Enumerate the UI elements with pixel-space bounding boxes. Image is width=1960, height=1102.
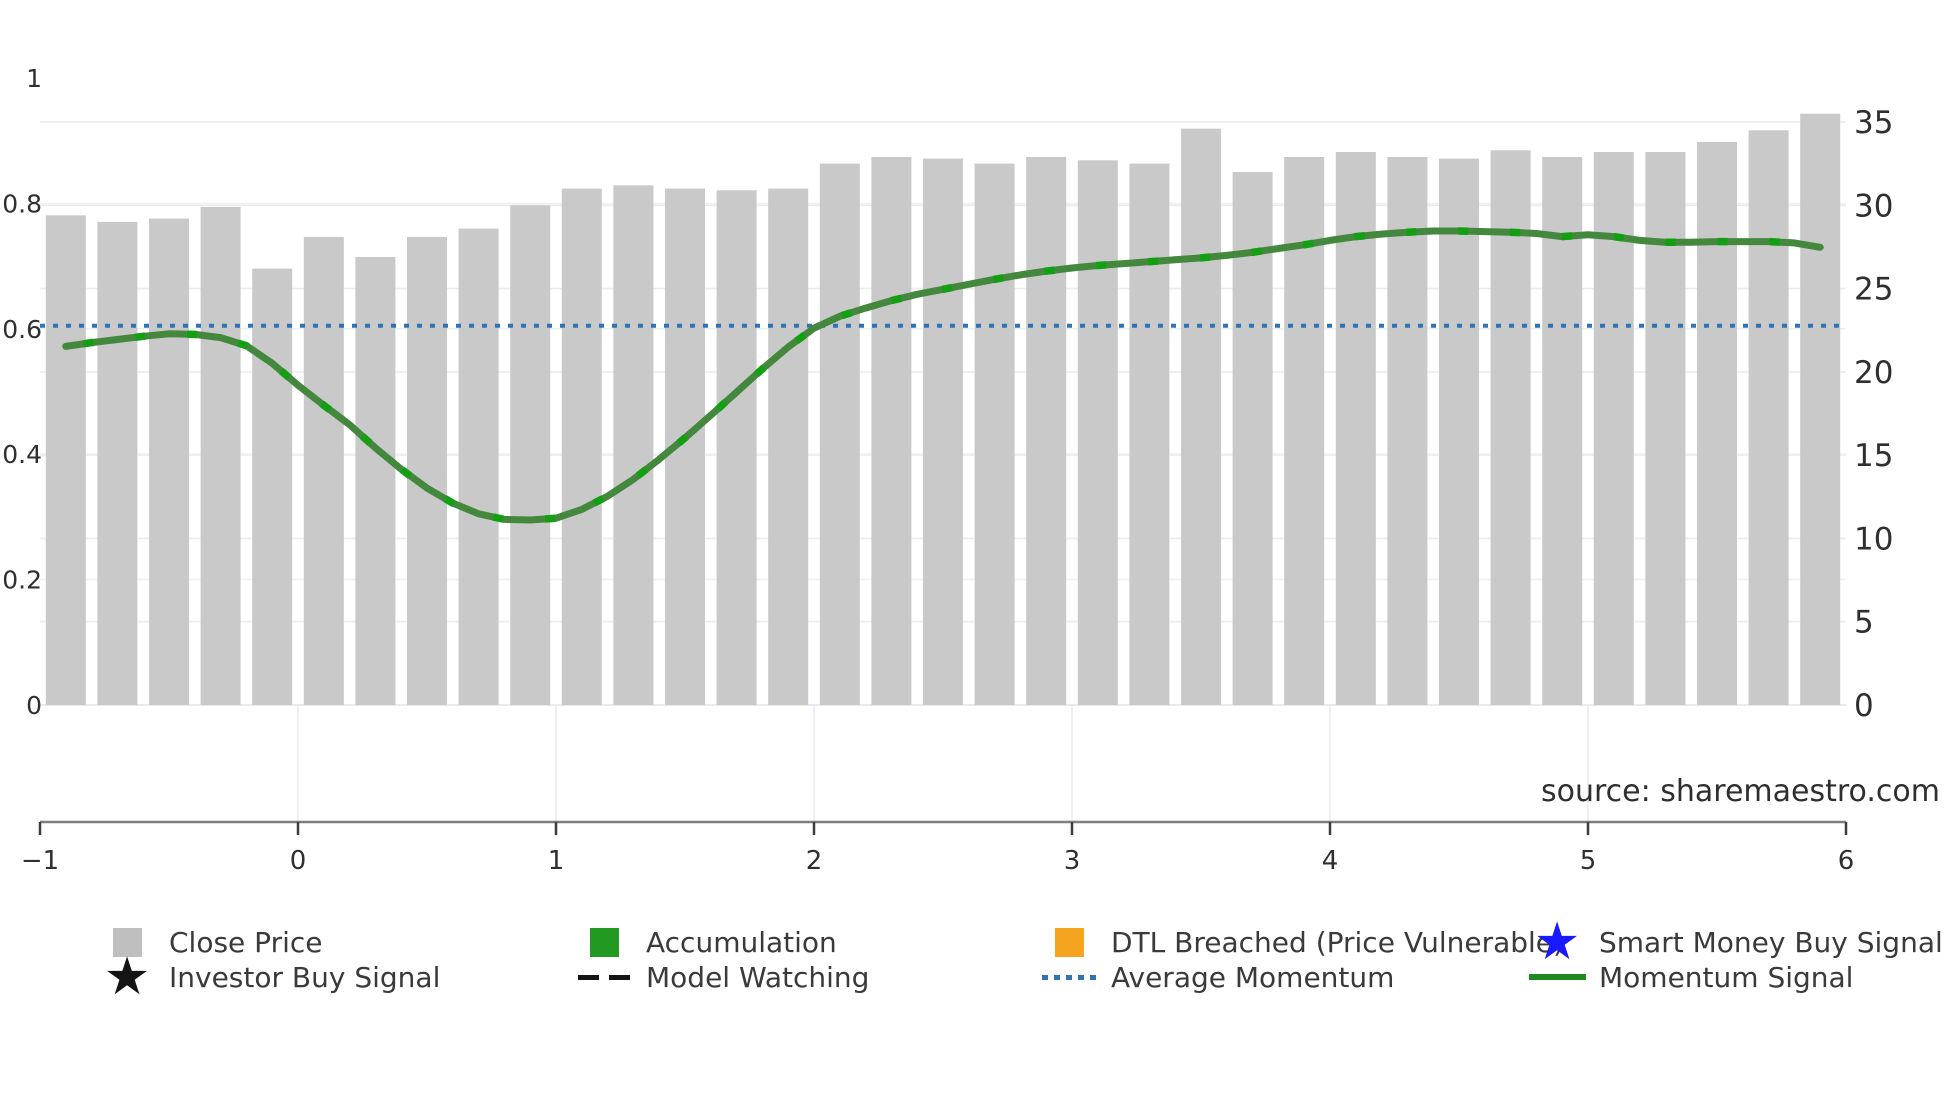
close-price-bar xyxy=(561,188,602,706)
close-price-bar xyxy=(1026,157,1067,705)
close-price-bar xyxy=(200,207,241,705)
close-price-bar xyxy=(355,256,396,705)
source-credit-text: source: sharemaestro.com xyxy=(1541,774,1940,809)
x-axis-tick-label: 2 xyxy=(806,846,823,876)
close-price-bar xyxy=(1697,142,1737,705)
left-axis-tick-label: 1 xyxy=(26,64,42,93)
right-axis-tick-label: 5 xyxy=(1854,605,1874,641)
x-axis-tick-label: 0 xyxy=(290,846,307,876)
close-price-bar xyxy=(1129,163,1170,706)
x-axis-tick-label: −1 xyxy=(21,846,59,876)
close-price-bar xyxy=(923,158,963,706)
right-axis-tick-label: 15 xyxy=(1854,438,1893,474)
left-axis-tick-label: 0.8 xyxy=(2,189,42,218)
close-price-bar xyxy=(1748,130,1789,706)
close-price-bar xyxy=(613,185,654,706)
close-price-bar xyxy=(45,215,86,706)
close-price-bar xyxy=(1645,152,1686,705)
close-price-bar xyxy=(716,190,757,706)
right-axis-tick-label: 0 xyxy=(1854,688,1874,724)
close-price-bar xyxy=(1181,128,1221,705)
x-axis-tick-label: 4 xyxy=(1322,846,1339,876)
x-axis-tick-label: 6 xyxy=(1838,846,1855,876)
close-price-bar xyxy=(149,218,189,705)
close-price-bar xyxy=(1490,150,1531,706)
left-axis-tick-label: 0.2 xyxy=(2,566,42,595)
close-price-bar xyxy=(1387,157,1428,705)
x-axis-tick-label: 5 xyxy=(1580,846,1597,876)
right-axis-tick-label: 25 xyxy=(1854,272,1893,308)
left-axis-tick-label: 0 xyxy=(26,691,42,720)
accumulation-dashes xyxy=(65,227,1821,524)
close-price-bar xyxy=(97,221,138,705)
left-axis-tick-label: 0.4 xyxy=(2,440,42,469)
close-price-bar xyxy=(1800,113,1841,705)
close-price-bar xyxy=(458,228,499,705)
close-price-bar xyxy=(819,163,860,706)
close-price-bar xyxy=(407,236,447,705)
close-price-bar xyxy=(1439,158,1479,706)
close-price-bar xyxy=(1232,172,1273,705)
right-axis-tick-label: 20 xyxy=(1854,355,1893,391)
close-price-bar xyxy=(510,205,551,706)
x-axis-tick-label: 3 xyxy=(1064,846,1081,876)
close-price-bar xyxy=(303,236,344,705)
close-price-bar xyxy=(1593,152,1634,705)
right-axis-tick-label: 10 xyxy=(1854,521,1893,557)
right-axis-tick-label: 30 xyxy=(1854,188,1893,224)
close-price-bar xyxy=(1077,160,1118,706)
left-axis-tick-label: 0.6 xyxy=(2,315,42,344)
close-price-bar xyxy=(974,163,1015,706)
close-price-bar xyxy=(768,188,809,706)
close-price-bar xyxy=(1335,152,1376,705)
right-axis-tick-label: 35 xyxy=(1854,105,1893,141)
close-price-bar xyxy=(252,268,293,705)
close-price-bar xyxy=(871,157,912,705)
close-price-bar xyxy=(1542,157,1583,705)
x-axis-tick-label: 1 xyxy=(548,846,565,876)
